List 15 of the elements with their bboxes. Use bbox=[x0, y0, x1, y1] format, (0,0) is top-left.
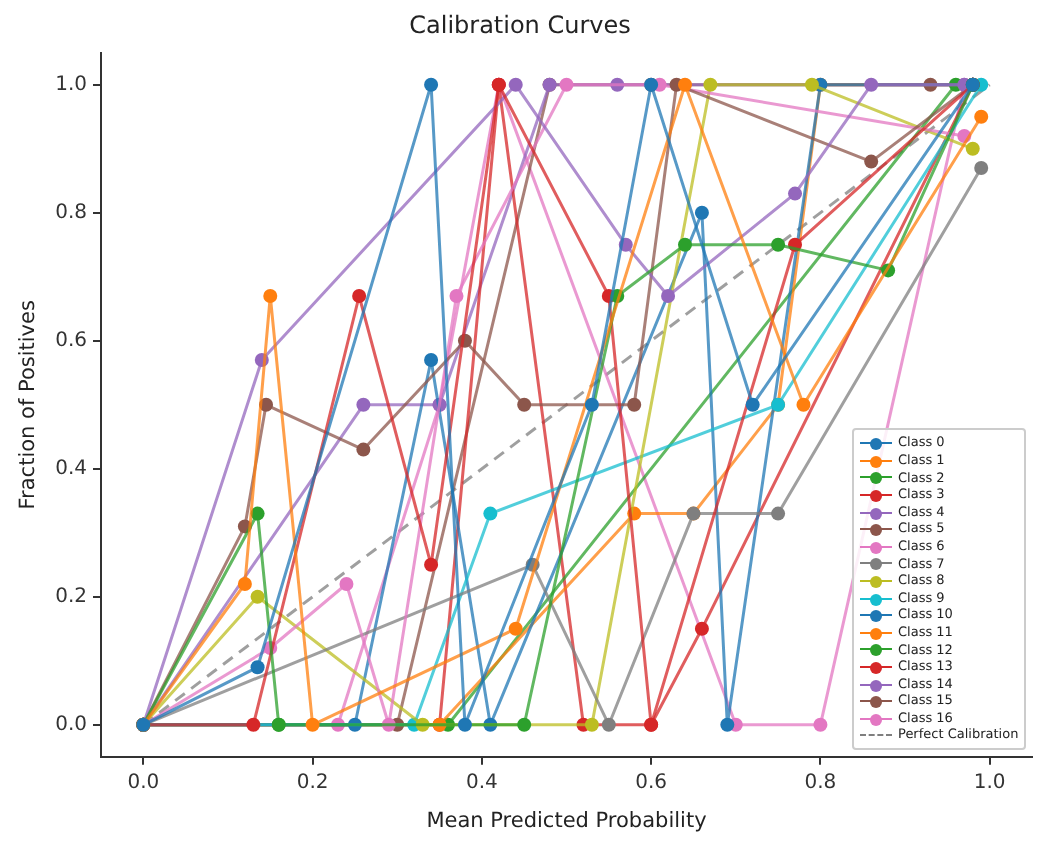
x-tick-label: 1.0 bbox=[973, 771, 1006, 794]
chart-title: Calibration Curves bbox=[409, 10, 631, 39]
x-tick-label: 0.0 bbox=[127, 771, 160, 794]
x-tick-label: 0.2 bbox=[296, 771, 329, 794]
y-tick-label: 0.0 bbox=[55, 713, 88, 736]
x-tick-label: 0.6 bbox=[635, 771, 668, 794]
x-axis-title: Mean Predicted Probability bbox=[426, 808, 707, 833]
y-tick-label: 0.8 bbox=[55, 201, 88, 224]
y-axis-title: Fraction of Positives bbox=[16, 300, 41, 510]
y-tick-label: 0.4 bbox=[55, 457, 88, 480]
y-tick-label: 1.0 bbox=[55, 73, 88, 96]
y-tick-label: 0.6 bbox=[55, 329, 88, 352]
x-tick-label: 0.4 bbox=[465, 771, 498, 794]
y-tick-label: 0.2 bbox=[55, 585, 88, 608]
x-tick-label: 0.8 bbox=[804, 771, 837, 794]
